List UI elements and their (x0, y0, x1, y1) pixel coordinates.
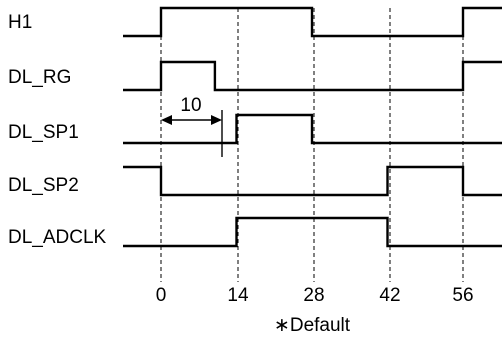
guide-lines (160, 8, 464, 282)
waveform-dl-rg (123, 60, 502, 92)
tick-label-14: 14 (227, 285, 249, 306)
tick-label-56: 56 (452, 285, 473, 306)
signal-dl-sp1: DL_SP1 (8, 113, 502, 145)
time-axis: 0 14 28 42 56 (156, 285, 474, 306)
signal-dl-adclk: DL_ADCLK (8, 216, 502, 248)
tick-label-42: 42 (379, 285, 400, 306)
signal-label-dl-sp1: DL_SP1 (8, 122, 79, 143)
waveform-dl-adclk (123, 216, 502, 248)
waveform-dl-sp1 (123, 113, 502, 145)
dimension-arrowhead-right (211, 115, 222, 125)
signal-label-h1: H1 (8, 12, 32, 33)
default-note: ∗Default (274, 315, 351, 336)
signal-dl-rg: DL_RG (8, 60, 502, 92)
signal-dl-sp2: DL_SP2 (8, 165, 502, 197)
signal-label-dl-adclk: DL_ADCLK (8, 227, 107, 248)
waveform-h1 (123, 6, 502, 38)
dimension-label: 10 (180, 95, 201, 116)
waveform-dl-sp2 (123, 165, 502, 197)
signal-label-dl-sp2: DL_SP2 (8, 175, 79, 196)
signal-label-dl-rg: DL_RG (8, 67, 71, 88)
dimension-marker: 10 (161, 95, 223, 157)
tick-label-0: 0 (156, 285, 167, 306)
tick-label-28: 28 (303, 285, 324, 306)
dimension-arrowhead-left (161, 115, 172, 125)
signal-h1: H1 (8, 6, 502, 38)
